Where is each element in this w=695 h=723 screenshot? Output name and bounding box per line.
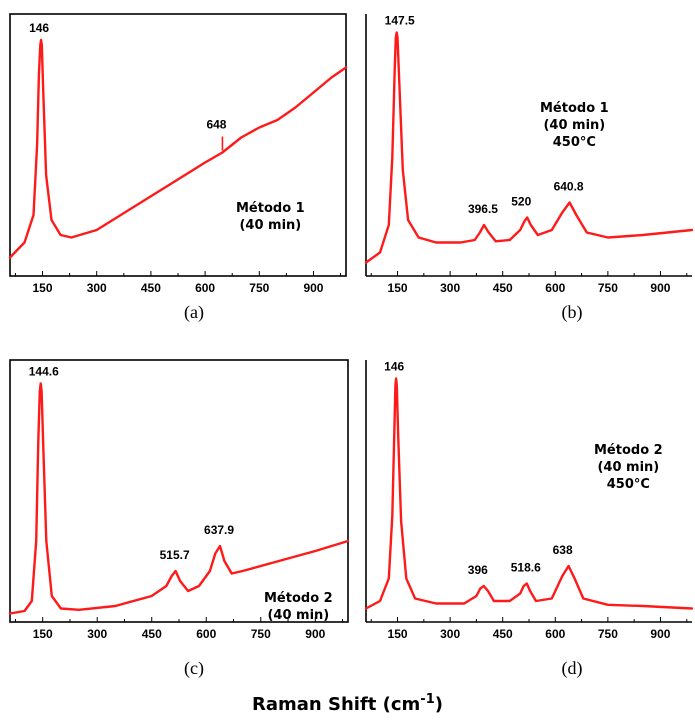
- x-tick-label-c-300: 300: [87, 627, 107, 641]
- x-tick-label-c-450: 450: [142, 627, 162, 641]
- peak-label-b-2: 520: [511, 195, 531, 209]
- peak-label-c-0: 144.6: [29, 365, 59, 379]
- annotation-d-line-3: 450°C: [606, 477, 650, 492]
- x-tick-label-b-750: 750: [598, 281, 618, 295]
- annotation-c: Método 2 (40 min): [264, 590, 333, 624]
- peak-label-b-3: 640.8: [554, 180, 584, 194]
- x-tick-label-a-600: 600: [195, 281, 215, 295]
- peak-label-b-1: 396.5: [468, 202, 498, 216]
- caption-c: (c): [184, 658, 204, 678]
- x-axis-title-unit-exponent: -1: [420, 692, 435, 707]
- panel-b: 150 300 450 600 750 900 147.5 396.5 520 640.8 Mét…: [364, 12, 694, 295]
- x-tick-label-c-900: 900: [305, 627, 325, 641]
- caption-a: (a): [184, 302, 204, 322]
- panel-c: 150 300 450 600 750 900 144.6 515.7 637.9 Método…: [8, 358, 350, 641]
- x-tick-label-c-600: 600: [196, 627, 216, 641]
- x-axis-title-text: Raman Shift (cm: [252, 694, 421, 715]
- peak-label-a-0: 146: [29, 21, 49, 35]
- x-tick-label-a-450: 450: [141, 281, 161, 295]
- x-axis-title: Raman Shift (cm-1): [0, 692, 695, 715]
- x-tick-label-c-150: 150: [33, 627, 53, 641]
- x-tick-label-d-450: 450: [493, 627, 513, 641]
- chart-a: 150 300 450 600 750 900 146 648: [8, 13, 348, 295]
- caption-d: (d): [561, 658, 583, 678]
- x-tick-label-b-450: 450: [493, 281, 513, 295]
- annotation-a-line-1: Método 1: [236, 201, 305, 216]
- plot-frame-c: [9, 359, 349, 623]
- annotation-d-line-2: (40 min): [597, 460, 660, 475]
- annotation-d: Método 2 (40 min) 450°C: [594, 442, 663, 493]
- raman-spectrum-a: [8, 38, 348, 259]
- x-tick-label-d-300: 300: [440, 627, 460, 641]
- x-tick-label-c-750: 750: [251, 627, 271, 641]
- peak-label-d-3: 638: [553, 543, 573, 557]
- chart-c: 150 300 450 600 750 900 144.6 515.7 637.9: [8, 359, 350, 641]
- peak-label-d-1: 396: [468, 563, 488, 577]
- panel-a: 150 300 450 600 750 900 146 648 Método 1 (40 mi…: [8, 12, 348, 295]
- peak-label-a-1: 648: [206, 118, 226, 132]
- chart-b: 150 300 450 600 750 900 147.5 396.5 520 640.8: [364, 14, 694, 295]
- peak-label-c-2: 637.9: [204, 523, 234, 537]
- annotation-b-line-2: (40 min): [543, 118, 606, 133]
- annotation-b: Método 1 (40 min) 450°C: [540, 100, 609, 151]
- peak-label-c-1: 515.7: [160, 548, 190, 562]
- peak-label-b-0: 147.5: [385, 14, 415, 28]
- x-tick-label-b-600: 600: [545, 281, 565, 295]
- caption-b: (b): [561, 302, 583, 322]
- x-tick-label-a-750: 750: [249, 281, 269, 295]
- raman-spectrum-b: [364, 31, 694, 264]
- panel-d: 150 300 450 600 750 900 146 396 518.6 638 Método …: [364, 358, 694, 641]
- x-tick-label-d-150: 150: [388, 627, 408, 641]
- annotation-d-line-1: Método 2: [594, 443, 663, 458]
- chart-d: 150 300 450 600 750 900 146 396 518.6 638: [364, 360, 694, 641]
- x-axis-title-close: ): [434, 694, 443, 715]
- annotation-b-line-1: Método 1: [540, 101, 609, 116]
- plot-frame-a: [9, 13, 347, 277]
- x-tick-label-b-150: 150: [388, 281, 408, 295]
- annotation-b-line-3: 450°C: [552, 135, 596, 150]
- peak-label-d-2: 518.6: [511, 561, 541, 575]
- x-tick-label-a-300: 300: [87, 281, 107, 295]
- annotation-a-line-2: (40 min): [239, 218, 302, 233]
- peak-label-d-0: 146: [384, 360, 404, 374]
- annotation-a: Método 1 (40 min): [236, 200, 305, 234]
- x-tick-label-a-150: 150: [33, 281, 53, 295]
- annotation-c-line-2: (40 min): [267, 608, 330, 623]
- x-tick-label-b-300: 300: [440, 281, 460, 295]
- raman-spectrum-c: [8, 382, 350, 615]
- x-tick-label-a-900: 900: [303, 281, 323, 295]
- raman-spectrum-d: [364, 377, 694, 610]
- x-tick-label-b-900: 900: [650, 281, 670, 295]
- x-tick-label-d-600: 600: [545, 627, 565, 641]
- x-tick-label-d-750: 750: [598, 627, 618, 641]
- annotation-c-line-1: Método 2: [264, 591, 333, 606]
- x-tick-label-d-900: 900: [650, 627, 670, 641]
